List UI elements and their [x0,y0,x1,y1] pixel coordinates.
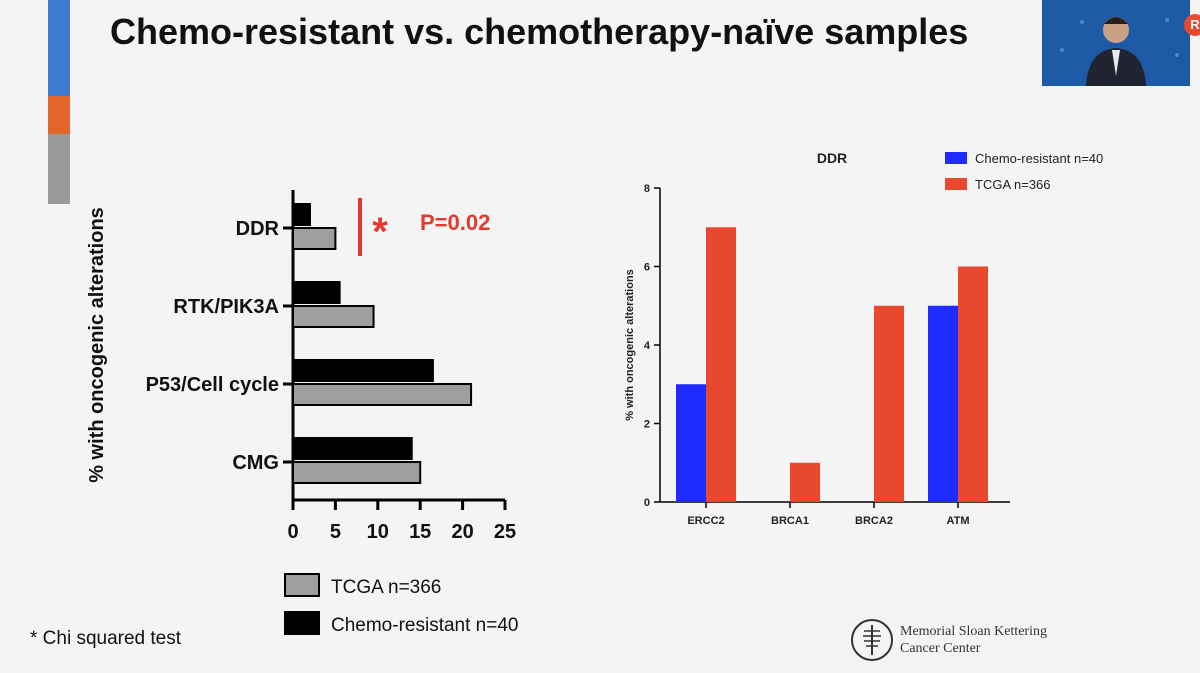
bar-tcga-n-366-ddr [292,227,337,250]
bar-right-tcga-n-366-brca2 [874,305,904,502]
legend-swatch-right-chemo-resistant-n-40 [945,152,967,164]
left-chart: DDR RTK/PIK3A P53/Cell cycle CMG 0 5 10 15 20 25%… [86,190,518,636]
significance-star: * [372,210,388,254]
bar-right-tcga-n-366-atm [958,266,988,502]
legend-label-right-tcga-n-366: TCGA n=366 [975,177,1051,192]
accent-bar-blue [48,0,70,96]
legend-swatch-chemo-resistant-n-40 [284,611,320,635]
legend-label-chemo-resistant-n-40: Chemo-resistant n=40 [331,615,518,636]
msk-logo-icon [851,619,893,661]
bar-chemo-resistant-n-40-rtk-pik3a [292,281,341,304]
y-tick-label-cmg: CMG [232,452,279,474]
x-tick-label-10: 10 [367,521,389,543]
bar-chemo-resistant-n-40-ddr [292,203,311,226]
y-tick-label-right-8: 8 [644,183,650,195]
y-tick-label-ddr: DDR [236,218,280,240]
msk-logo-line2: Cancer Center [900,641,981,656]
legend-label-tcga-n-366: TCGA n=366 [331,577,441,598]
x-tick-label-right-ercc2: ERCC2 [687,515,724,527]
slide-title: Chemo-resistant vs. chemotherapy-naïve s… [110,11,969,52]
msk-logo-line1: Memorial Sloan Kettering [900,624,1047,639]
bar-right-chemo-resistant-n-40-ercc2 [676,384,706,502]
legend-label-right-chemo-resistant-n-40: Chemo-resistant n=40 [975,151,1103,166]
y-tick-label-right-2: 2 [644,419,650,431]
x-tick-label-0: 0 [287,521,298,543]
x-tick-label-15: 15 [409,521,431,543]
bar-right-tcga-n-366-ercc2 [706,227,736,502]
x-tick-label-20: 20 [451,521,473,543]
webcam-video[interactable] [1042,0,1190,86]
bar-chemo-resistant-n-40-cmg [292,437,413,460]
chart-title-right: DDR [817,150,847,166]
x-tick-label-25: 25 [494,521,516,543]
y-axis-label: % with oncogenic alterations [86,207,108,483]
y-axis-label-right: % with oncogenic alterations [624,269,636,421]
footnote: * Chi squared test [30,628,182,649]
p-value-label: P=0.02 [420,210,490,235]
legend-swatch-tcga-n-366 [284,573,320,597]
msk-logo-text: Memorial Sloan Kettering Cancer Center [900,623,1047,657]
accent-bar-gray [48,134,70,204]
bar-tcga-n-366-p53-cell-cycle [292,383,473,406]
y-tick-label-p53-cell-cycle: P53/Cell cycle [146,374,279,396]
bar-tcga-n-366-rtk-pik3a [292,305,375,328]
bar-chemo-resistant-n-40-p53-cell-cycle [292,359,434,382]
right-chart: 0 2 4 6 8 ERCC2 BRCA1 BRCA2 ATM % with oncogenic … [624,150,1103,527]
accent-bar-orange [48,96,70,134]
bar-tcga-n-366-cmg [292,461,422,484]
legend-swatch-right-tcga-n-366 [945,178,967,190]
bar-right-tcga-n-366-brca1 [790,462,820,502]
x-tick-label-right-brca1: BRCA1 [771,515,809,527]
y-tick-label-right-6: 6 [644,262,650,274]
x-tick-label-right-atm: ATM [946,515,969,527]
y-tick-label-right-4: 4 [644,340,651,352]
bar-right-chemo-resistant-n-40-atm [928,305,958,502]
y-tick-label-right-0: 0 [644,497,650,509]
presenter-icon [1060,17,1179,86]
y-tick-label-rtk-pik3a: RTK/PIK3A [173,296,279,318]
x-tick-label-right-brca2: BRCA2 [855,515,893,527]
x-tick-label-5: 5 [330,521,341,543]
record-badge[interactable]: R [1184,14,1200,36]
